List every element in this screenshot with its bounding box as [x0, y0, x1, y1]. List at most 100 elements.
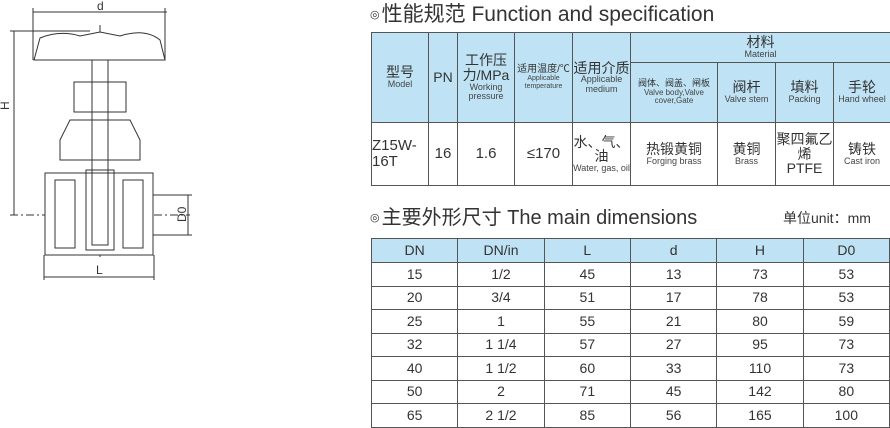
h-body: 阀体、阀盖、闸板 [637, 78, 710, 89]
table-cell: 53 [802, 285, 890, 310]
table-cell: 71 [543, 379, 631, 404]
table-cell: 80 [716, 309, 804, 334]
h-temp-en: Applicable temperature [524, 75, 563, 90]
table-cell: 95 [716, 332, 804, 357]
table-cell: 3/4 [457, 285, 545, 310]
table-cell: 56 [629, 403, 718, 428]
h-pressure-en: Working pressure [468, 81, 504, 102]
table-cell: 1 1/2 [457, 356, 545, 381]
dim-L-label: L [96, 263, 103, 277]
bullet-circle-icon: ◎ [370, 212, 380, 224]
h-wheel: 手轮 [848, 79, 876, 96]
dim-d-label: d [97, 0, 104, 13]
table-cell: 15 [370, 262, 459, 287]
cell-body: 热锻黄铜 [646, 140, 702, 157]
table-cell: 1/2 [457, 262, 545, 287]
table-row: 15 1/2 45 13 73 53 [370, 262, 890, 287]
h-stem: 阀杆 [732, 79, 761, 96]
h-medium: 适用介质 [573, 59, 630, 76]
cell-medium: 水、气、油 [573, 133, 630, 165]
table-row: 25 1 55 21 80 59 [370, 309, 890, 334]
table-cell: 27 [629, 332, 718, 357]
table-cell: 165 [716, 403, 804, 428]
table-row: 65 2 1/2 85 56 165 100 [370, 403, 890, 428]
h-medium-en: Applicable medium [580, 74, 623, 94]
dim-D0-label: D0 [175, 206, 189, 222]
gate-valve-drawing: d H D0 L [0, 0, 192, 280]
h-pressure: 工作压力/MPa [462, 52, 510, 84]
table-row: 50 2 71 45 142 80 [370, 379, 890, 404]
cell-body-en: Forging brass [646, 155, 702, 166]
col-header: H [716, 238, 804, 263]
dim-H-label: H [0, 101, 12, 110]
table-cell: 100 [802, 403, 890, 428]
col-header: DN [370, 238, 459, 263]
cell-temp: ≤170 [514, 122, 573, 186]
table-row: 32 1 1/4 57 27 95 73 [370, 332, 890, 357]
table-cell: 60 [543, 356, 631, 381]
table-cell: 45 [629, 379, 718, 404]
table-cell: 73 [802, 356, 890, 381]
h-packing-en: Packing [788, 94, 821, 105]
h-stem-en: Valve stem [724, 94, 769, 105]
cell-packing-en: PTFE [786, 160, 823, 177]
table-cell: 85 [543, 403, 631, 428]
cell-stem: 黄铜 [732, 140, 761, 157]
table-cell: 25 [370, 309, 459, 334]
cell-medium-en: Water, gas, oil [573, 162, 630, 173]
table-cell: 51 [543, 285, 631, 310]
bullet-circle-icon: ◎ [370, 9, 380, 21]
spec-title: ◎性能规范 Function and specification [370, 0, 714, 28]
table-cell: 1 [457, 309, 545, 334]
table-row: 40 1 1/2 60 33 110 73 [370, 356, 890, 381]
cell-stem-en: Brass [734, 155, 758, 166]
h-material-en: Material [744, 49, 777, 60]
table-cell: 80 [802, 379, 890, 404]
table-cell: 20 [370, 285, 459, 310]
table-cell: 33 [629, 356, 718, 381]
table-cell: 2 [457, 379, 545, 404]
cell-wheel-en: Cast iron [844, 155, 881, 166]
table-cell: 65 [370, 403, 459, 428]
table-cell: 17 [629, 285, 718, 310]
table-cell: 78 [716, 285, 804, 310]
table-cell: 57 [543, 332, 631, 357]
table-cell: 59 [802, 309, 890, 334]
table-cell: 73 [802, 332, 890, 357]
cell-model: Z15W-16T [371, 122, 429, 186]
h-body-en: Valve body,Valve cover,Gate [643, 87, 705, 106]
table-row: 20 3/4 51 17 78 53 [370, 285, 890, 310]
h-temp: 适用温度/℃ [517, 63, 570, 75]
table-cell: 142 [716, 379, 804, 404]
spec-table: 型号 Model PN 工作压力/MPa Working pressure 适用温度… [371, 32, 890, 186]
table-cell: 13 [629, 262, 718, 287]
cell-packing: 聚四氟乙烯 [776, 130, 833, 162]
table-cell: 110 [716, 356, 804, 381]
h-packing: 填料 [790, 79, 819, 96]
h-pn: PN [428, 32, 458, 123]
h-model-en: Model [387, 79, 413, 90]
cell-pn: 16 [428, 122, 458, 186]
dims-title-text: 主要外形尺寸 The main dimensions [381, 207, 698, 229]
unit-label: 单位unit：mm [783, 210, 871, 226]
col-header: D0 [802, 238, 890, 263]
cell-wheel: 铸铁 [848, 140, 876, 157]
table-cell: 2 1/2 [457, 403, 545, 428]
col-header: d [629, 238, 718, 263]
spec-title-text: 性能规范 Function and specification [381, 3, 715, 26]
table-cell: 45 [543, 262, 631, 287]
col-header: DN/in [457, 238, 545, 263]
col-header: L [543, 238, 631, 263]
dims-title: ◎ 主要外形尺寸 The main dimensions [370, 201, 697, 230]
table-cell: 1 1/4 [457, 332, 545, 357]
table-cell: 40 [370, 356, 459, 381]
table-cell: 55 [543, 309, 631, 334]
table-cell: 32 [370, 332, 459, 357]
h-model: 型号 [386, 64, 414, 81]
h-material: 材料 [746, 34, 775, 51]
cell-pressure: 1.6 [457, 122, 515, 186]
table-cell: 50 [370, 379, 459, 404]
table-cell: 21 [629, 309, 718, 334]
table-cell: 73 [716, 262, 804, 287]
